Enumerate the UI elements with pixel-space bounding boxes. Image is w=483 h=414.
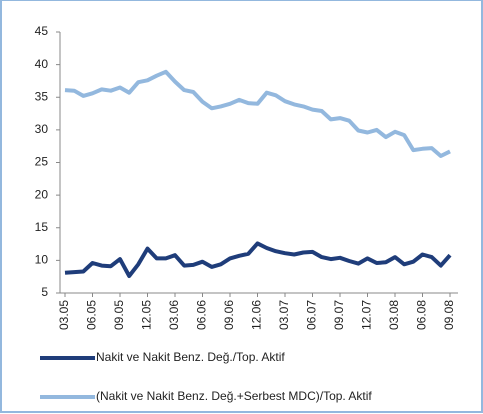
y-tick-label: 5 <box>41 285 48 299</box>
x-tick-label: 06.06 <box>195 300 209 330</box>
y-tick-label: 10 <box>35 253 49 267</box>
y-tick-label: 30 <box>35 122 49 136</box>
x-tick-label: 09.05 <box>112 300 126 330</box>
x-tick-label: 06.05 <box>85 300 99 330</box>
x-tick-label: 06.07 <box>305 300 319 330</box>
y-tick-label: 40 <box>35 57 49 71</box>
x-tick-label: 03.07 <box>277 300 291 330</box>
series-line <box>64 69 451 158</box>
x-tick-label: 12.07 <box>360 300 374 330</box>
x-tick-label: 09.07 <box>332 300 346 330</box>
x-tick-label: 12.05 <box>140 300 154 330</box>
y-tick-label: 20 <box>35 187 49 201</box>
y-tick-label: 25 <box>35 155 49 169</box>
y-tick-label: 35 <box>35 89 49 103</box>
x-tick-label: 09.08 <box>442 300 456 330</box>
legend-label: Nakit ve Nakit Benz. Değ./Top. Aktif <box>96 350 285 364</box>
x-tick-label: 12.06 <box>250 300 264 330</box>
y-tick-label: 45 <box>35 24 49 38</box>
y-tick-label: 15 <box>35 220 49 234</box>
series-line <box>64 241 452 278</box>
x-tick-label: 03.05 <box>57 300 71 330</box>
legend-label: (Nakit ve Nakit Benz. Değ.+Serbest MDC)/… <box>96 389 372 403</box>
x-tick-label: 06.08 <box>415 300 429 330</box>
x-tick-label: 09.06 <box>222 300 236 330</box>
x-tick-label: 03.08 <box>387 300 401 330</box>
x-tick-label: 03.06 <box>167 300 181 330</box>
